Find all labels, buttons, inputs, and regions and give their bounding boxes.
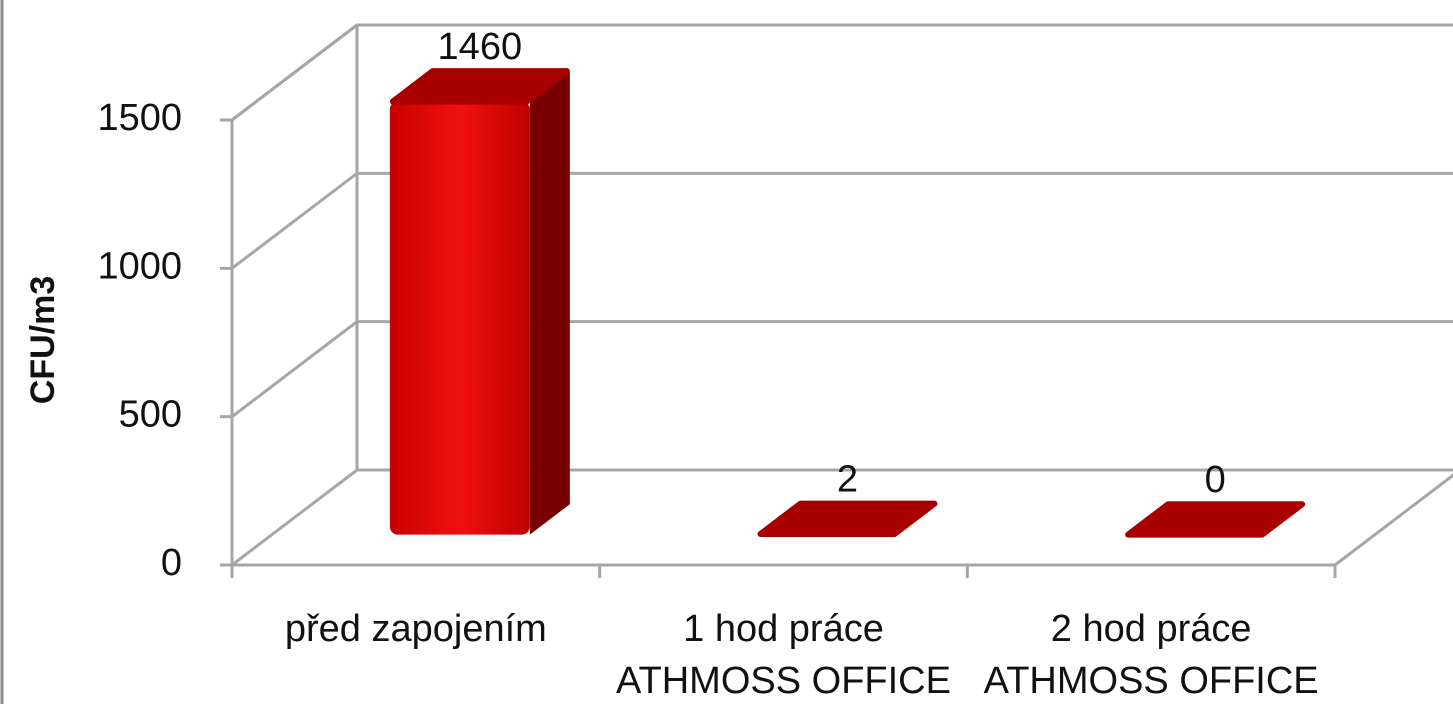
- bar-side: [529, 71, 570, 535]
- bar: [757, 500, 938, 538]
- x-tick-label-box: 1 hod práce ATHMOSS OFFICE: [616, 608, 951, 702]
- bar-top: [757, 500, 938, 538]
- bar-front: [389, 101, 530, 535]
- grid-line: [231, 468, 1453, 567]
- y-tick-label: 0: [161, 542, 182, 584]
- y-tick-label: 1000: [97, 245, 182, 287]
- y-tick-label: 1500: [97, 97, 182, 139]
- bar: [389, 68, 570, 535]
- grid-line: [231, 171, 1453, 270]
- x-tick-label-box: před zapojením: [284, 608, 547, 650]
- x-tick-label: 1 hod práce ATHMOSS OFFICE: [616, 608, 951, 702]
- bar: [1125, 501, 1306, 538]
- grid-line: [231, 23, 1453, 122]
- grid-line: [231, 320, 1453, 418]
- value-label: 2: [837, 459, 858, 501]
- value-label: 1460: [438, 26, 523, 68]
- x-tick-label: 2 hod práce ATHMOSS OFFICE: [983, 608, 1319, 702]
- bar-top: [1125, 501, 1306, 538]
- y-tick-label: 500: [119, 394, 182, 436]
- value-label: 0: [1205, 459, 1226, 501]
- bar-top: [389, 68, 570, 105]
- x-tick-label: před zapojením: [284, 608, 547, 650]
- y-axis-label: CFU/m3: [24, 276, 62, 404]
- x-tick-label-box: 2 hod práce ATHMOSS OFFICE: [983, 608, 1319, 702]
